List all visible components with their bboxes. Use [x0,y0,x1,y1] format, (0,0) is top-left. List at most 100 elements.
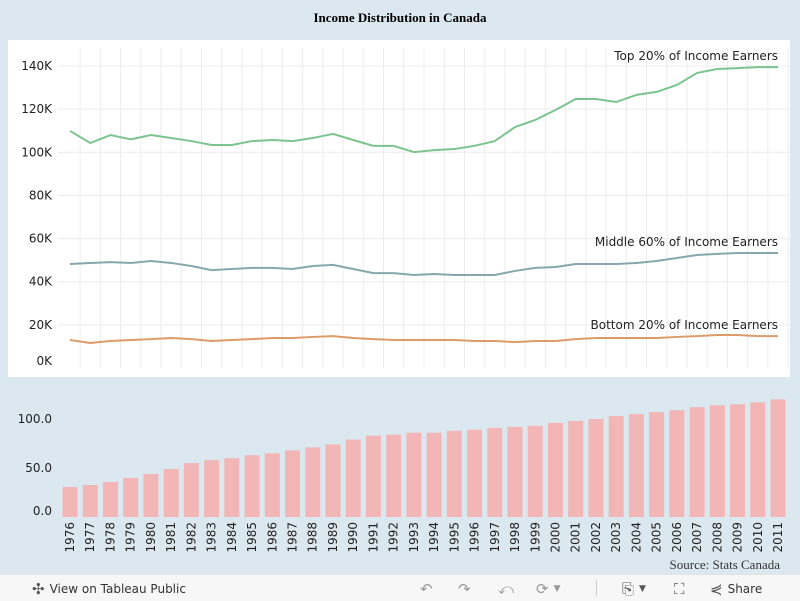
bar [608,416,624,517]
bar-y-tick-label: 0.0 [33,504,52,518]
bar [305,447,321,517]
source-note: Source: Stats Canada [669,557,780,572]
x-tick-label: 1977 [83,522,97,553]
x-tick-label: 1998 [508,522,522,553]
tableau-logo-icon: ✣ [32,580,45,598]
bar [143,473,159,517]
share-button[interactable]: ⋞ Share [710,580,762,598]
series-line-bottom [69,333,778,344]
line-chart-panel [8,40,790,377]
x-tick-label: 1979 [124,522,138,553]
x-tick-label: 2007 [690,522,704,553]
x-tick-label: 2001 [569,522,583,553]
bar [507,426,523,517]
y-tick-label: 80K [29,188,53,202]
bar [750,402,766,517]
share-label: Share [727,582,763,596]
refresh-icon: ⟳ [536,580,549,598]
bar [770,399,786,517]
x-tick-label: 2000 [548,522,562,553]
x-tick-label: 1997 [488,522,502,553]
fullscreen-icon: ⛶ [674,580,685,598]
chevron-down-icon: ▼ [639,584,646,594]
x-tick-label: 1983 [205,522,219,553]
bar [426,432,442,517]
x-tick-label: 1982 [184,522,198,553]
x-tick-label: 1980 [144,522,158,553]
x-tick-label: 1987 [286,522,300,553]
bar [204,460,220,517]
y-tick-label: 20K [29,318,53,332]
y-tick-label: 120K [21,102,53,116]
bar [183,463,199,517]
y-tick-label: 0K [36,354,53,368]
x-tick-label: 1984 [225,522,239,553]
bar [588,419,604,517]
bar [689,407,705,517]
bar [264,453,280,517]
bar [386,434,402,517]
x-tick-label: 1992 [387,522,401,553]
x-tick-label: 2003 [609,522,623,553]
download-icon: ⎘ [622,580,635,598]
bar [446,430,462,517]
x-tick-label: 1978 [103,522,117,553]
chart-title: Income Distribution in Canada [313,10,487,25]
y-tick-label: 60K [29,232,53,246]
x-tick-label: 2006 [670,522,684,553]
x-tick-label: 2011 [771,522,785,553]
bar [102,482,118,517]
bar [406,432,422,517]
bar [325,444,341,517]
x-tick-label: 1993 [407,522,421,553]
bar-y-tick-label: 50.0 [25,461,52,475]
bar [709,405,725,517]
x-tick-label: 1989 [326,522,340,553]
refresh-button[interactable]: ⟳ ▼ [536,580,561,598]
bar [244,455,260,517]
x-tick-label: 2009 [731,522,745,553]
fullscreen-button[interactable]: ⛶ [674,580,685,598]
x-tick-label: 1985 [245,522,259,553]
redo-icon: ↷ [458,580,471,598]
y-tick-label: 140K [21,59,53,73]
bar [547,422,563,517]
x-tick-label: 1990 [346,522,360,553]
x-tick-label: 1986 [265,522,279,553]
bar [527,425,543,517]
bar [628,414,644,517]
series-line-middle [69,252,778,277]
view-on-tableau-link[interactable]: ✣ View on Tableau Public [32,580,186,598]
x-tick-label: 1976 [63,522,77,553]
x-tick-label: 2005 [650,522,664,553]
x-tick-label: 1996 [468,522,482,553]
share-icon: ⋞ [710,580,723,598]
x-tick-label: 2004 [629,522,643,553]
bar [62,487,78,517]
view-on-tableau-label: View on Tableau Public [49,582,186,596]
bar [467,429,483,517]
x-tick-label: 1994 [427,522,441,553]
x-tick-label: 2002 [589,522,603,553]
x-tick-label: 1981 [164,522,178,553]
y-tick-label: 100K [21,145,53,159]
redo-button[interactable]: ↷ [458,580,471,598]
x-tick-label: 2010 [751,522,765,553]
undo-button[interactable]: ↶ [420,580,433,598]
bar [669,410,685,517]
chevron-down-icon: ▼ [553,584,561,594]
download-button[interactable]: ⎘ ▼ [622,580,646,598]
revert-button[interactable]: ⤺ [498,580,514,598]
bar [285,450,301,517]
bar-y-tick-label: 100.0 [18,412,52,426]
x-tick-label: 1995 [447,522,461,553]
x-tick-label: 1991 [366,522,380,553]
revert-icon: ⤺ [498,580,515,598]
series-label: Middle 60% of Income Earners [595,235,778,249]
undo-icon: ↶ [420,580,433,598]
series-label: Top 20% of Income Earners [613,49,778,63]
bar [224,458,240,517]
bar [730,404,746,517]
bar [123,477,139,517]
